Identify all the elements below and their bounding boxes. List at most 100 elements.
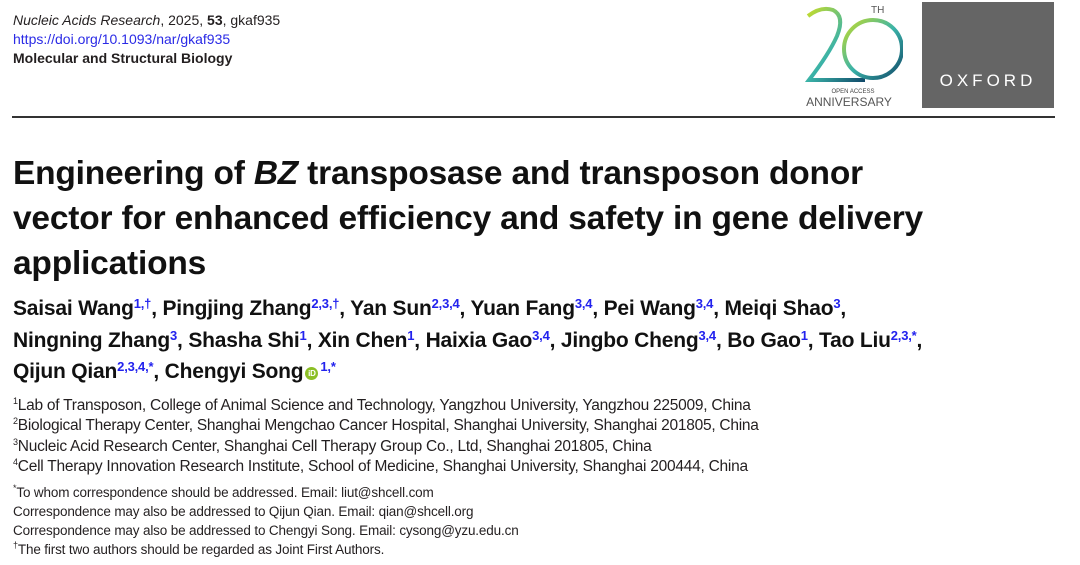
note: †The first two authors should be regarde… (13, 540, 519, 559)
affiliation: 2Biological Therapy Center, Shanghai Men… (13, 416, 759, 436)
affiliation-text: Biological Therapy Center, Shanghai Meng… (17, 417, 759, 435)
author-affiliation-marks: 2,3,4 (431, 296, 460, 311)
author-affiliation-marks: 3 (833, 296, 841, 311)
article-id: , gkaf935 (222, 12, 281, 28)
title-italic: BZ (253, 155, 299, 192)
author[interactable]: Shasha Shi1 (188, 329, 306, 352)
author-name[interactable]: Haixia Gao (425, 328, 533, 352)
author[interactable]: Saisai Wang1,† (13, 297, 151, 320)
note-mark: * (13, 483, 17, 493)
author-affiliation-marks: 2,3,† (311, 296, 340, 311)
author-name[interactable]: Pingjing Zhang (162, 297, 312, 320)
separator: , (840, 297, 847, 320)
title-text: transposase and transposon donor (298, 155, 863, 192)
author[interactable]: Yuan Fang3,4 (470, 297, 592, 320)
author-affiliation-marks: 3,4 (532, 327, 550, 343)
separator: , (549, 328, 561, 352)
author-affiliation-marks: 1 (407, 327, 415, 343)
author-line: Saisai Wang1,†, Pingjing Zhang2,3,†, Yan… (13, 293, 922, 325)
author-affiliation-marks: 1 (800, 327, 808, 343)
author-name[interactable]: Saisai Wang (13, 297, 134, 320)
volume: 53 (207, 12, 223, 28)
doi-link[interactable]: https://doi.org/10.1093/nar/gkaf935 (13, 31, 231, 47)
author[interactable]: Meiqi Shao3 (725, 297, 841, 320)
title-text: vector for enhanced efficiency and safet… (13, 200, 923, 237)
author-name[interactable]: Pei Wang (603, 297, 696, 320)
note-text: Correspondence may also be addressed to … (13, 523, 519, 538)
note-text: To whom correspondence should be address… (16, 485, 434, 500)
affiliation-number: 1 (13, 396, 18, 406)
separator: , (153, 360, 165, 383)
anniversary-logo: TH OPEN ACCESS ANNIVERSARY (803, 2, 904, 110)
author[interactable]: Haixia Gao3,4 (426, 329, 550, 352)
separator: , (807, 328, 820, 352)
author-name[interactable]: Yan Sun (350, 297, 432, 320)
separator: , (414, 328, 426, 352)
author[interactable]: Qijun Qian2,3,4,* (13, 359, 154, 383)
author-name[interactable]: Meiqi Shao (724, 297, 834, 320)
affiliation: 4Cell Therapy Innovation Research Instit… (13, 457, 759, 477)
title-text: Engineering of (13, 155, 254, 192)
author-name[interactable]: Tao Liu (819, 328, 891, 352)
affiliation-number: 4 (13, 457, 18, 468)
title-text: applications (13, 245, 207, 282)
separator: , (592, 297, 604, 320)
open-access-text: OPEN ACCESS (831, 89, 874, 95)
author[interactable]: Tao Liu2,3,* (819, 327, 917, 352)
article-title: Engineering of BZ transposase and transp… (13, 151, 1073, 286)
author[interactable]: Pei Wang3,4 (604, 297, 714, 320)
author-affiliation-marks: 3,4 (698, 327, 716, 343)
separator: , (339, 297, 351, 320)
separator: , (177, 328, 189, 352)
citation-year: , 2025, (160, 12, 208, 28)
journal-header: Nucleic Acids Research, 2025, 53, gkaf93… (13, 11, 280, 68)
correspondence-notes: *To whom correspondence should be addres… (13, 483, 519, 559)
anniversary-text: ANNIVERSARY (806, 95, 892, 109)
note: Correspondence may also be addressed to … (13, 521, 519, 540)
author-name[interactable]: Shasha Shi (188, 328, 300, 352)
oxford-logo: OXFORD (922, 2, 1054, 108)
author-name[interactable]: Qijun Qian (13, 360, 118, 383)
affiliation-text: Nucleic Acid Research Center, Shanghai C… (17, 437, 652, 455)
author[interactable]: Chengyi Song iD 1,* (165, 360, 336, 383)
separator: , (151, 297, 163, 320)
affiliation: 1Lab of Transposon, College of Animal Sc… (13, 396, 759, 416)
note: Correspondence may also be addressed to … (13, 502, 519, 521)
citation-line: Nucleic Acids Research, 2025, 53, gkaf93… (13, 11, 280, 30)
separator: , (306, 328, 318, 352)
note: *To whom correspondence should be addres… (13, 483, 519, 502)
author-name[interactable]: Yuan Fang (470, 297, 575, 320)
author-affiliation-marks: 1,† (133, 296, 152, 311)
author[interactable]: Ningning Zhang3 (13, 329, 177, 352)
affiliation: 3Nucleic Acid Research Center, Shanghai … (13, 437, 759, 457)
author-name[interactable]: Xin Chen (317, 328, 408, 352)
author-affiliation-marks: 2,3,4,* (117, 359, 154, 374)
affiliation-number: 3 (13, 436, 18, 447)
separator: , (713, 297, 725, 320)
author-affiliation-marks: 3,4 (574, 296, 593, 311)
affiliation-text: Cell Therapy Innovation Research Institu… (17, 458, 748, 476)
author[interactable]: Bo Gao1 (727, 329, 808, 352)
author-affiliation-marks: 2,3,* (890, 327, 917, 343)
section-label: Molecular and Structural Biology (13, 50, 233, 66)
author-name[interactable]: Jingbo Cheng (560, 328, 699, 352)
header-divider (12, 116, 1055, 118)
affiliation-text: Lab of Transposon, College of Animal Sci… (17, 397, 751, 414)
author-affiliation-marks: 3,4 (695, 296, 714, 311)
affiliation-number: 2 (13, 416, 18, 427)
affiliations: 1Lab of Transposon, College of Animal Sc… (13, 396, 759, 478)
author[interactable]: Pingjing Zhang2,3,† (163, 297, 340, 320)
author[interactable]: Yan Sun2,3,4 (350, 296, 460, 320)
author-name[interactable]: Bo Gao (727, 328, 801, 352)
separator: , (916, 328, 923, 352)
orcid-icon[interactable]: iD (305, 367, 319, 380)
anniversary-th: TH (871, 5, 884, 16)
author-affiliation-marks: 3 (170, 327, 178, 343)
author-list: Saisai Wang1,†, Pingjing Zhang2,3,†, Yan… (13, 293, 922, 388)
author-name[interactable]: Chengyi Song (164, 360, 304, 383)
author-affiliation-marks: 1,* (320, 359, 336, 374)
author-name[interactable]: Ningning Zhang (13, 328, 170, 352)
author[interactable]: Xin Chen1 (317, 327, 415, 352)
anniversary-20-graphic: TH OPEN ACCESS ANNIVERSARY (804, 5, 904, 109)
author[interactable]: Jingbo Cheng3,4 (561, 329, 716, 352)
